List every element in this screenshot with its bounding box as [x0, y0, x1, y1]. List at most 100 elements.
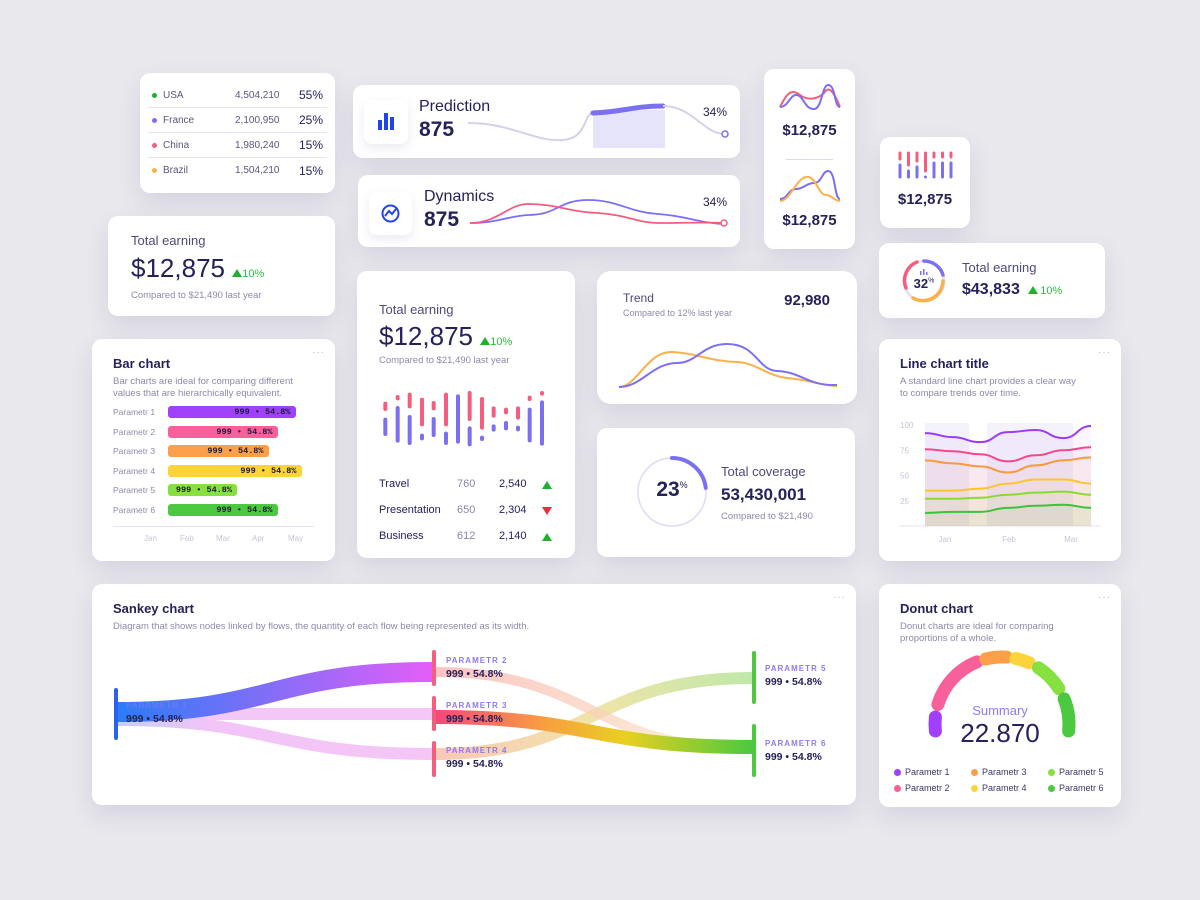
more-menu-button[interactable]: ···: [312, 347, 325, 358]
legend-item[interactable]: Parametr 5: [1048, 767, 1104, 777]
legend-item[interactable]: Parametr 4: [971, 783, 1027, 793]
flow-p1-p2: [117, 662, 433, 722]
bar[interactable]: 999 • 54.8%: [168, 503, 278, 516]
node-label: PARAMETR 2: [446, 656, 508, 665]
column-band: [925, 423, 969, 526]
coverage-pct: 23%: [635, 478, 709, 502]
donut-title: Donut chart: [900, 601, 973, 616]
earning-small-label: Total earning: [131, 233, 206, 248]
legend-item[interactable]: Parametr 2: [894, 783, 950, 793]
coverage-card: 23% Total coverage 53,430,001 Compared t…: [597, 428, 855, 557]
legend-label: Parametr 1: [905, 767, 950, 777]
more-menu-button[interactable]: ···: [833, 592, 846, 603]
y-tick-label: 100: [900, 421, 914, 430]
y-tick-label: 50: [900, 472, 909, 481]
sankey-title: Sankey chart: [113, 601, 194, 616]
x-tick-label: Apr: [252, 534, 265, 543]
line-chart: 100 75 50 25 Jan Feb Mar: [899, 421, 1101, 544]
trend-card: Trend Compared to 12% last year 92,980: [597, 271, 857, 404]
dynamics-card[interactable]: Dynamics 875 34%: [358, 175, 740, 247]
legend-label: Parametr 5: [1059, 767, 1104, 777]
bar[interactable]: 999 • 54.8%: [168, 484, 237, 496]
prediction-card[interactable]: Prediction 875 34%: [353, 85, 740, 158]
flow-p3-p6: [435, 710, 753, 754]
mini-value-top: $12,875: [782, 122, 837, 139]
coverage-pct-unit: %: [679, 480, 688, 490]
earning-big-change: 10%: [490, 336, 513, 348]
category-amount: 2,140: [499, 530, 527, 542]
donut-card: ··· Donut chart Donut charts are ideal f…: [879, 584, 1121, 807]
legend-item[interactable]: Parametr 1: [894, 767, 950, 777]
category-count: 760: [457, 478, 476, 490]
paired-bar-chart: [383, 391, 544, 447]
bar[interactable]: 999 • 54.8%: [168, 445, 269, 457]
trend-label: Trend: [623, 291, 654, 305]
series-area: [925, 426, 1091, 526]
x-tick-label: Jan: [939, 535, 952, 544]
sankey-desc: Diagram that shows nodes linked by flows…: [113, 621, 530, 632]
bar[interactable]: 999 • 54.8%: [168, 425, 278, 438]
category-amount: 2,540: [499, 478, 527, 490]
bar-label: Parametr 2: [113, 426, 156, 437]
line-chart-card: ··· Line chart title A standard line cha…: [879, 339, 1121, 561]
country-row[interactable]: USA 4,504,210 55%: [148, 83, 327, 108]
earning-ring-label: Total earning: [962, 260, 1037, 275]
dynamics-label: Dynamics: [424, 188, 495, 205]
country-value: 4,504,210: [235, 89, 280, 101]
mini-sparkline-top: [779, 83, 841, 111]
ring-pct-value: 32: [913, 276, 929, 291]
arrow-up-icon: [480, 337, 491, 345]
more-menu-button[interactable]: ···: [1098, 592, 1111, 603]
x-axis-line: [113, 526, 314, 527]
trend-sub: Compared to 12% last year: [623, 308, 733, 318]
y-tick-label: 25: [900, 497, 909, 506]
earning-small-value: $12,875 10%: [131, 253, 264, 284]
arrow-down-icon: [542, 507, 552, 515]
country-row[interactable]: China 1,980,240 15%: [148, 133, 327, 158]
arrow-up-icon: [232, 269, 243, 277]
country-row[interactable]: Brazil 1,504,210 15%: [148, 158, 327, 183]
node-p1: [114, 688, 118, 740]
prediction-sparkline: [467, 103, 729, 148]
line-chart-title: Line chart title: [900, 356, 989, 371]
bar[interactable]: 999 • 54.8%: [168, 464, 302, 477]
more-menu-button[interactable]: ···: [1098, 347, 1111, 358]
earning-big-amount: $12,875: [379, 321, 473, 351]
legend-item[interactable]: Parametr 6: [1048, 783, 1104, 793]
arrow-up-icon: [1028, 286, 1039, 294]
legend-item[interactable]: Parametr 3: [971, 767, 1027, 777]
node-p5: [752, 651, 756, 704]
earning-ring-card: 32% Total earning $43,833 10%: [879, 243, 1105, 318]
series-area: [925, 447, 1091, 526]
category-count: 612: [457, 530, 476, 542]
node-value: 999 • 54.8%: [446, 713, 503, 725]
dynamics-value: 875: [424, 208, 460, 231]
earning-small-amount: $12,875: [131, 253, 225, 283]
status-dot: [152, 142, 157, 148]
node-value: 999 • 54.8%: [446, 668, 503, 680]
earning-ring-amount: $43,833: [962, 281, 1020, 298]
mini-sparkline-bottom: [779, 169, 841, 202]
prediction-pct: 34%: [702, 105, 727, 119]
donut-segment: [1057, 692, 1076, 738]
country-pct: 25%: [298, 113, 323, 127]
donut-segment: [979, 650, 1014, 666]
country-row[interactable]: France 2,100,950 25%: [148, 108, 327, 133]
prediction-value: 875: [419, 118, 455, 141]
donut-segment: [1009, 651, 1036, 670]
earning-big-compare: Compared to $21,490 last year: [379, 355, 510, 366]
status-dot: [152, 117, 157, 123]
ring-pct-unit: %: [928, 277, 935, 285]
bar[interactable]: 999 • 54.8%: [168, 406, 296, 418]
series-line: [924, 478, 1092, 492]
legend-dot: [971, 768, 978, 776]
earning-big-value: $12,875 10%: [379, 321, 512, 352]
sankey-card: ··· Sankey chart Diagram that shows node…: [92, 584, 856, 805]
bar-chart-icon: [364, 100, 408, 144]
x-tick-label: Feb: [1002, 535, 1016, 544]
trend-up-icon: [369, 192, 412, 235]
mini-sparkline-card: $12,875 $12,875: [764, 69, 855, 249]
series-area: [925, 491, 1091, 526]
donut-desc: Donut charts are ideal for comparing pro…: [900, 621, 1054, 644]
x-tick-label: Jan: [144, 534, 157, 543]
